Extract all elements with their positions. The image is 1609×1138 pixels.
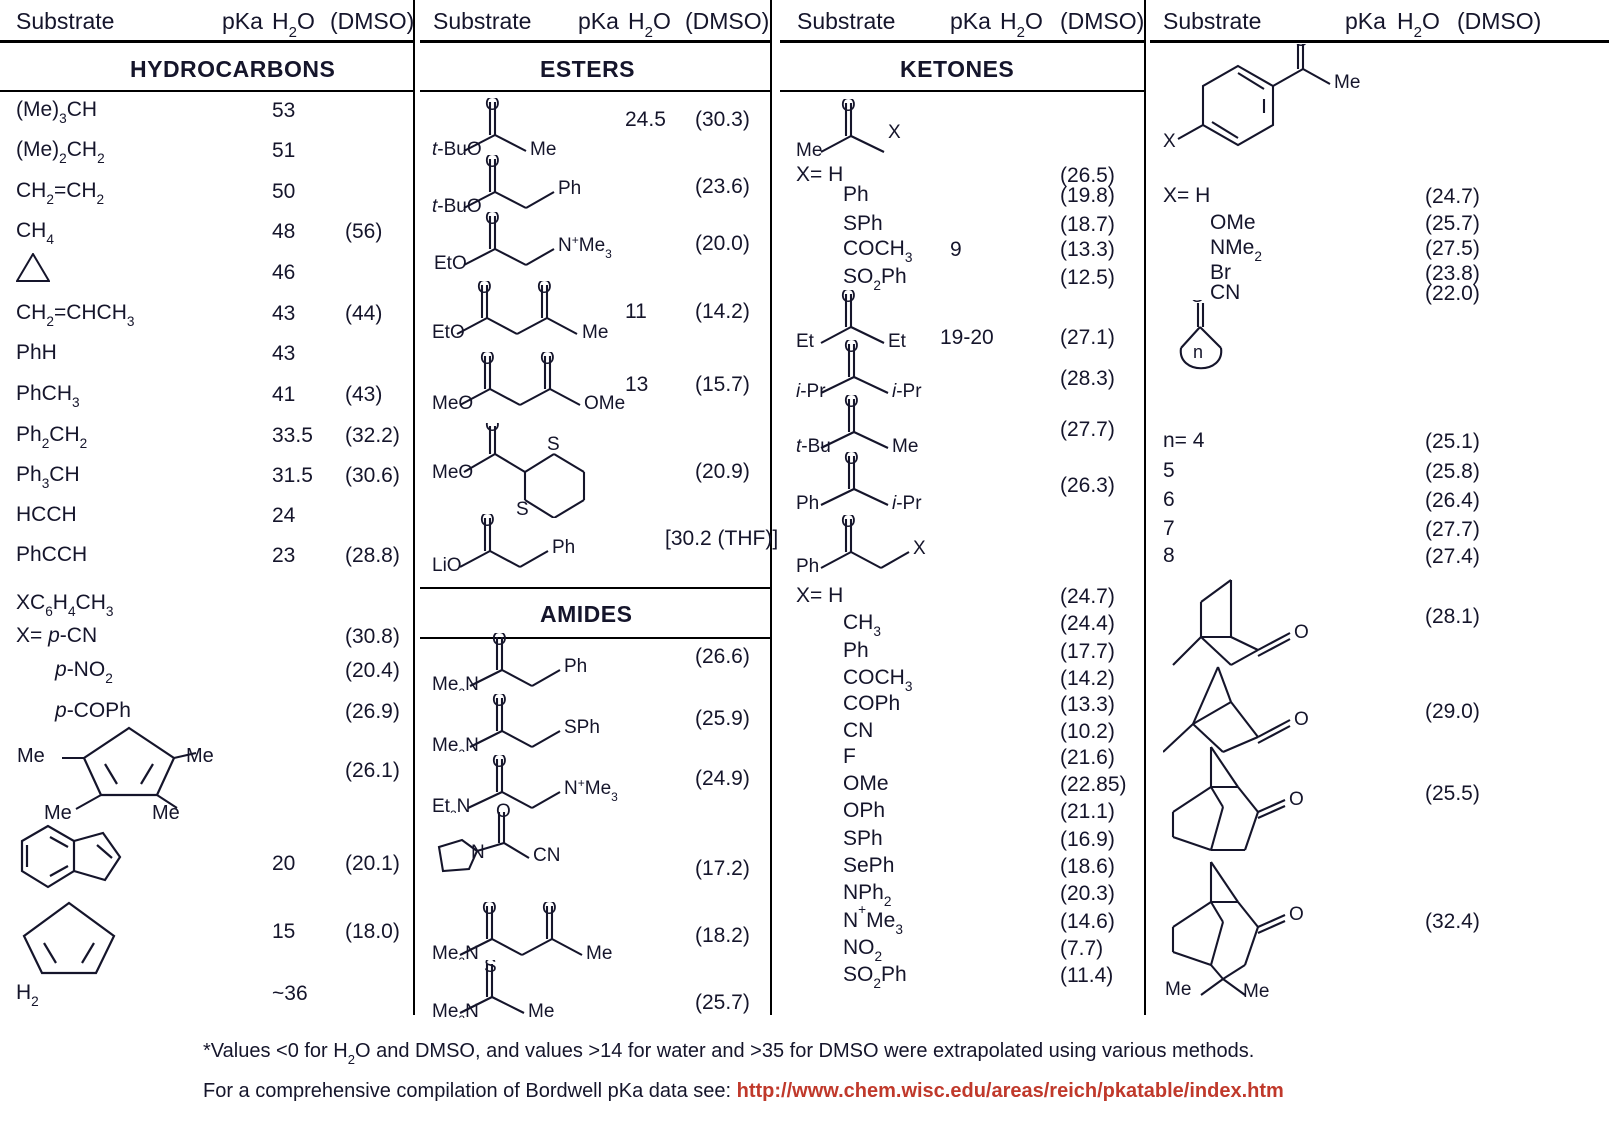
svg-text:Me: Me [796,140,822,157]
svg-text:O: O [1289,789,1304,810]
svg-text:Ph: Ph [552,537,575,558]
svg-text:n: n [1193,342,1203,362]
svg-text:SPh: SPh [564,717,600,738]
svg-text:Me: Me [528,1001,554,1018]
svg-text:t-Bu: t-Bu [796,436,831,453]
svg-text:O: O [542,902,557,919]
svg-text:O: O [841,99,856,116]
svg-text:N: N [471,842,485,863]
svg-text:O: O [485,98,500,115]
svg-text:Me: Me [1334,72,1360,93]
svg-text:O: O [480,514,495,531]
svg-text:Ph: Ph [558,178,581,199]
svg-text:O: O [492,633,507,650]
svg-text:O: O [1294,622,1309,643]
svg-text:O: O [540,352,555,369]
svg-text:O: O [844,452,859,469]
svg-text:O: O [477,281,492,298]
svg-text:O: O [492,755,507,772]
svg-text:Me2N: Me2N [432,735,479,752]
svg-text:X: X [888,122,901,143]
svg-text:Me: Me [1165,979,1191,997]
svg-text:O: O [482,902,497,919]
svg-text:EtO: EtO [434,253,467,270]
svg-text:MeO: MeO [432,462,473,483]
svg-text:Me: Me [582,322,608,339]
svg-text:O: O [844,395,859,412]
svg-text:Me: Me [586,943,612,960]
svg-text:S: S [484,960,497,977]
svg-text:t-BuO: t-BuO [432,196,482,213]
svg-text:N+Me3: N+Me3 [558,233,612,261]
svg-text:CN: CN [533,845,560,866]
svg-text:X: X [913,538,926,559]
svg-text:Me: Me [152,802,180,820]
svg-text:Me2N: Me2N [432,674,479,691]
svg-text:Me: Me [530,139,556,156]
svg-text:O: O [1294,709,1309,730]
svg-text:Ph: Ph [796,556,819,573]
svg-text:Me: Me [17,745,45,767]
svg-text:Me2N: Me2N [432,943,479,960]
svg-text:EtO: EtO [432,322,465,339]
svg-text:Me: Me [1243,981,1269,997]
svg-text:Me: Me [186,745,214,767]
svg-text:O: O [841,515,856,532]
svg-text:Me2N: Me2N [432,1001,479,1018]
svg-text:O: O [1289,904,1304,925]
svg-text:O: O [537,281,552,298]
svg-text:Ph: Ph [564,656,587,677]
svg-text:S: S [547,434,560,455]
svg-text:O: O [844,340,859,357]
svg-text:O: O [485,155,500,172]
svg-text:O: O [1190,300,1205,307]
svg-text:O: O [485,212,500,229]
svg-text:MeO: MeO [432,393,473,410]
svg-text:O: O [841,290,856,307]
svg-text:i-Pr: i-Pr [892,493,922,510]
svg-text:O: O [1294,44,1309,51]
svg-text:OMe: OMe [584,393,625,410]
svg-text:LiO: LiO [432,555,462,572]
svg-text:Me: Me [892,436,918,453]
svg-text:Ph: Ph [796,493,819,510]
svg-text:O: O [496,801,511,822]
svg-text:O: O [485,423,500,436]
svg-text:O: O [480,352,495,369]
svg-text:t-BuO: t-BuO [432,139,482,156]
svg-text:X: X [1163,131,1176,152]
svg-text:O: O [492,694,507,711]
